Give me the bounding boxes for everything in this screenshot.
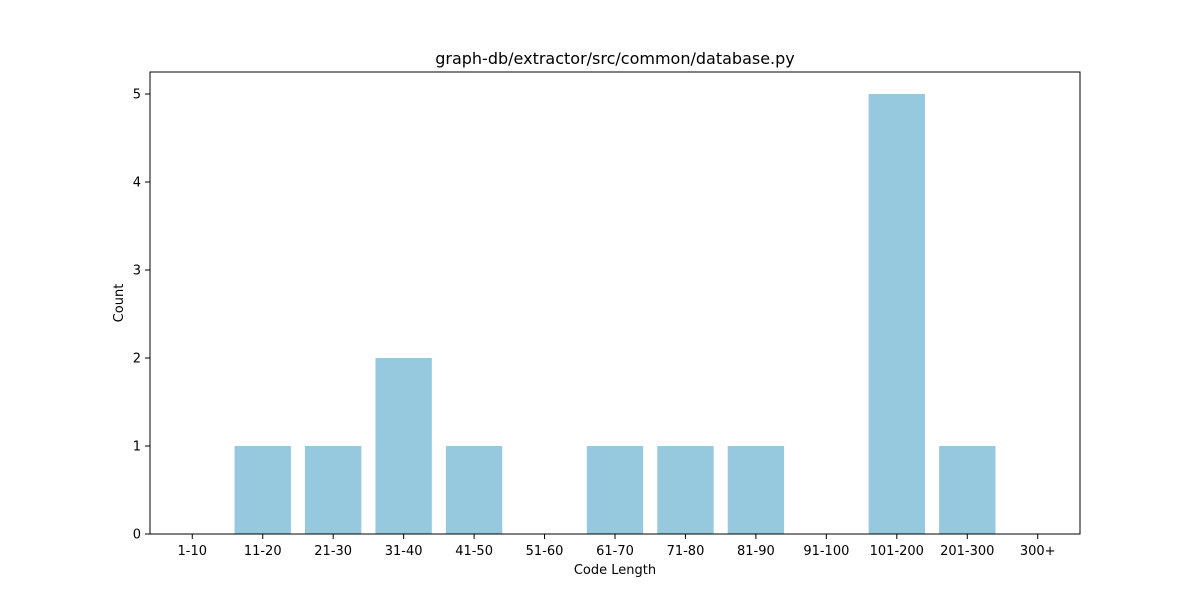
y-tick-label: 5	[133, 88, 141, 103]
x-tick-label: 51-60	[526, 544, 564, 559]
bar-31-40	[375, 358, 432, 534]
x-tick-label: 300+	[1020, 544, 1056, 559]
bar-201-300	[939, 446, 996, 534]
x-tick-label: 101-200	[870, 544, 924, 559]
bar-101-200	[868, 94, 925, 534]
bar-71-80	[657, 446, 714, 534]
x-tick-label: 11-20	[244, 544, 282, 559]
y-tick-label: 0	[133, 528, 141, 543]
x-tick-label: 41-50	[455, 544, 493, 559]
y-axis-label: Count	[112, 284, 127, 323]
y-tick-label: 3	[133, 264, 141, 279]
x-tick-label: 21-30	[314, 544, 352, 559]
chart-title: graph-db/extractor/src/common/database.p…	[435, 49, 795, 68]
y-tick-label: 4	[133, 176, 141, 191]
bars-group	[234, 94, 996, 534]
x-tick-label: 61-70	[596, 544, 634, 559]
bar-41-50	[445, 446, 503, 534]
x-tick-label: 91-100	[803, 544, 849, 559]
x-tick-label: 31-40	[385, 544, 423, 559]
x-tick-label: 201-300	[940, 544, 994, 559]
x-tick-label: 71-80	[667, 544, 705, 559]
x-tick-label: 1-10	[178, 544, 208, 559]
bar-21-30	[305, 446, 362, 534]
bar-11-20	[234, 446, 291, 534]
y-axis-ticks: 0 1 2 3 4 5	[133, 88, 150, 543]
bar-81-90	[727, 446, 785, 534]
x-axis-label: Code Length	[574, 563, 656, 578]
y-tick-label: 2	[133, 352, 141, 367]
bar-61-70	[586, 446, 644, 534]
y-tick-label: 1	[133, 440, 141, 455]
x-tick-label: 81-90	[737, 544, 775, 559]
x-axis-ticks: 1-10 11-20 21-30 31-40 41-50 51-60 61-70 71-80 8…	[178, 534, 1056, 559]
